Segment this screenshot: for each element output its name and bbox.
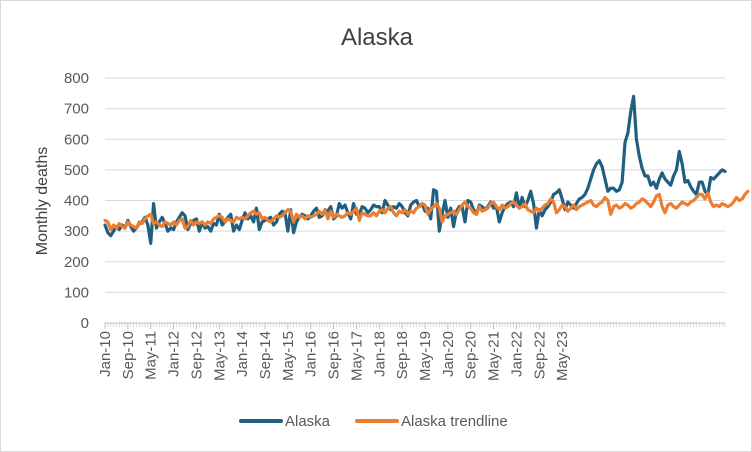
x-tick-label: Jan-16	[303, 331, 320, 377]
gridlines	[105, 77, 725, 293]
x-tick-label: Sep-10	[120, 331, 137, 379]
x-tick-label: Jan-12	[166, 331, 183, 377]
x-tick-label: May-13	[211, 331, 228, 381]
y-tick-label: 800	[64, 70, 89, 87]
legend-label: Alaska trendline	[401, 413, 508, 430]
x-tick-label: May-19	[417, 331, 434, 381]
y-tick-label: 100	[64, 284, 89, 301]
x-tick-label: Sep-14	[257, 331, 274, 379]
chart-title: Alaska	[341, 24, 414, 51]
y-tick-label: 500	[64, 162, 89, 179]
x-tick-label: Jan-18	[371, 331, 388, 377]
y-tick-label: 400	[64, 193, 89, 210]
y-tick-label: 600	[64, 131, 89, 148]
x-tick-label: Sep-22	[531, 331, 548, 379]
x-tick-label: Sep-20	[463, 331, 480, 379]
x-tick-label: Sep-18	[394, 331, 411, 379]
x-tick-label: May-11	[143, 331, 160, 380]
y-tick-label: 700	[64, 101, 89, 118]
x-tick-label: Sep-16	[326, 331, 343, 379]
x-tick-label: Jan-14	[234, 331, 251, 377]
x-tick-label: Jan-10	[97, 331, 114, 377]
y-tick-label: 200	[64, 254, 89, 271]
series-line-alaska-trendline	[103, 189, 750, 232]
axes: 0 100 200 300 400 500 600 700 800 Jan-10 Sep-10 May…	[64, 70, 726, 381]
x-tick-label: May-17	[348, 331, 365, 381]
series-line-alaska	[103, 94, 727, 245]
x-tick-label: Jan-20	[440, 331, 457, 377]
y-tick-label: 300	[64, 223, 89, 240]
legend-label: Alaska	[285, 413, 331, 430]
y-tick-label: 0	[81, 315, 89, 332]
x-tick-label: May-15	[280, 331, 297, 381]
x-tick-label: Sep-12	[188, 331, 205, 379]
y-axis-label: Monthly deaths	[34, 147, 51, 256]
x-tick-label: May-21	[486, 331, 503, 381]
legend: Alaska Alaska trendline	[239, 413, 508, 430]
series-lines	[103, 94, 750, 245]
x-tick-label: May-23	[554, 331, 571, 381]
x-tick-label: Jan-22	[508, 331, 525, 377]
